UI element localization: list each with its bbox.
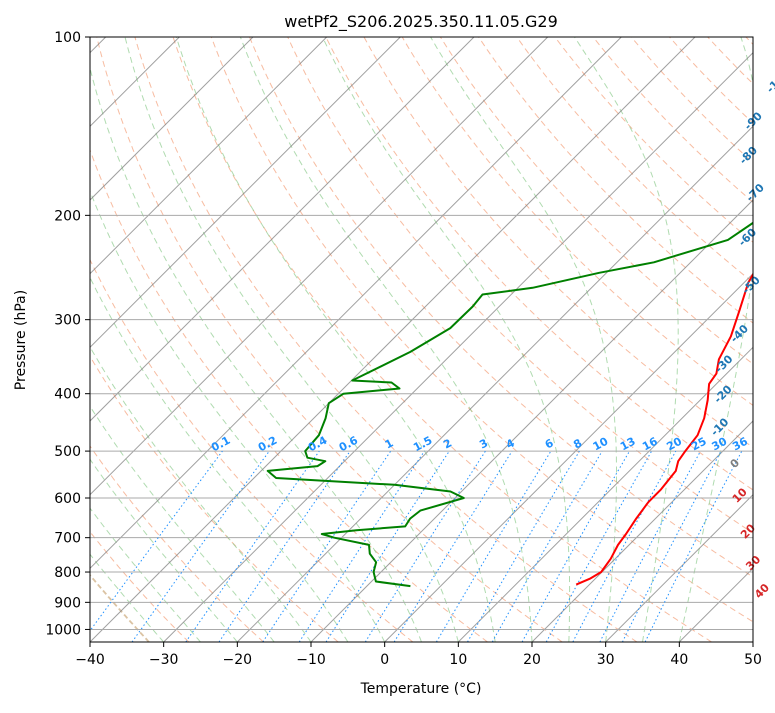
y-tick-label: 700 <box>54 531 81 547</box>
chart-title: wetPf2_S206.2025.350.11.05.G29 <box>284 12 558 32</box>
y-tick-label: 100 <box>54 30 81 46</box>
y-tick-label: 500 <box>54 444 81 460</box>
x-tick-label: 10 <box>449 652 467 668</box>
x-tick-label: 50 <box>744 652 762 668</box>
x-tick-label: 0 <box>380 652 389 668</box>
x-tick-label: −10 <box>296 652 326 668</box>
y-tick-label: 900 <box>54 595 81 611</box>
x-axis-label: Temperature (°C) <box>360 681 482 697</box>
y-tick-label: 400 <box>54 387 81 403</box>
y-tick-label: 300 <box>54 313 81 329</box>
y-tick-label: 600 <box>54 491 81 507</box>
x-tick-label: −30 <box>149 652 179 668</box>
y-tick-label: 1000 <box>45 622 81 638</box>
x-tick-label: 40 <box>670 652 688 668</box>
x-tick-label: 30 <box>597 652 615 668</box>
y-tick-label: 200 <box>54 208 81 224</box>
x-tick-label: 20 <box>523 652 541 668</box>
x-tick-label: −40 <box>75 652 105 668</box>
y-tick-label: 800 <box>54 565 81 581</box>
x-tick-label: −20 <box>223 652 253 668</box>
y-axis-label: Pressure (hPa) <box>13 290 29 390</box>
